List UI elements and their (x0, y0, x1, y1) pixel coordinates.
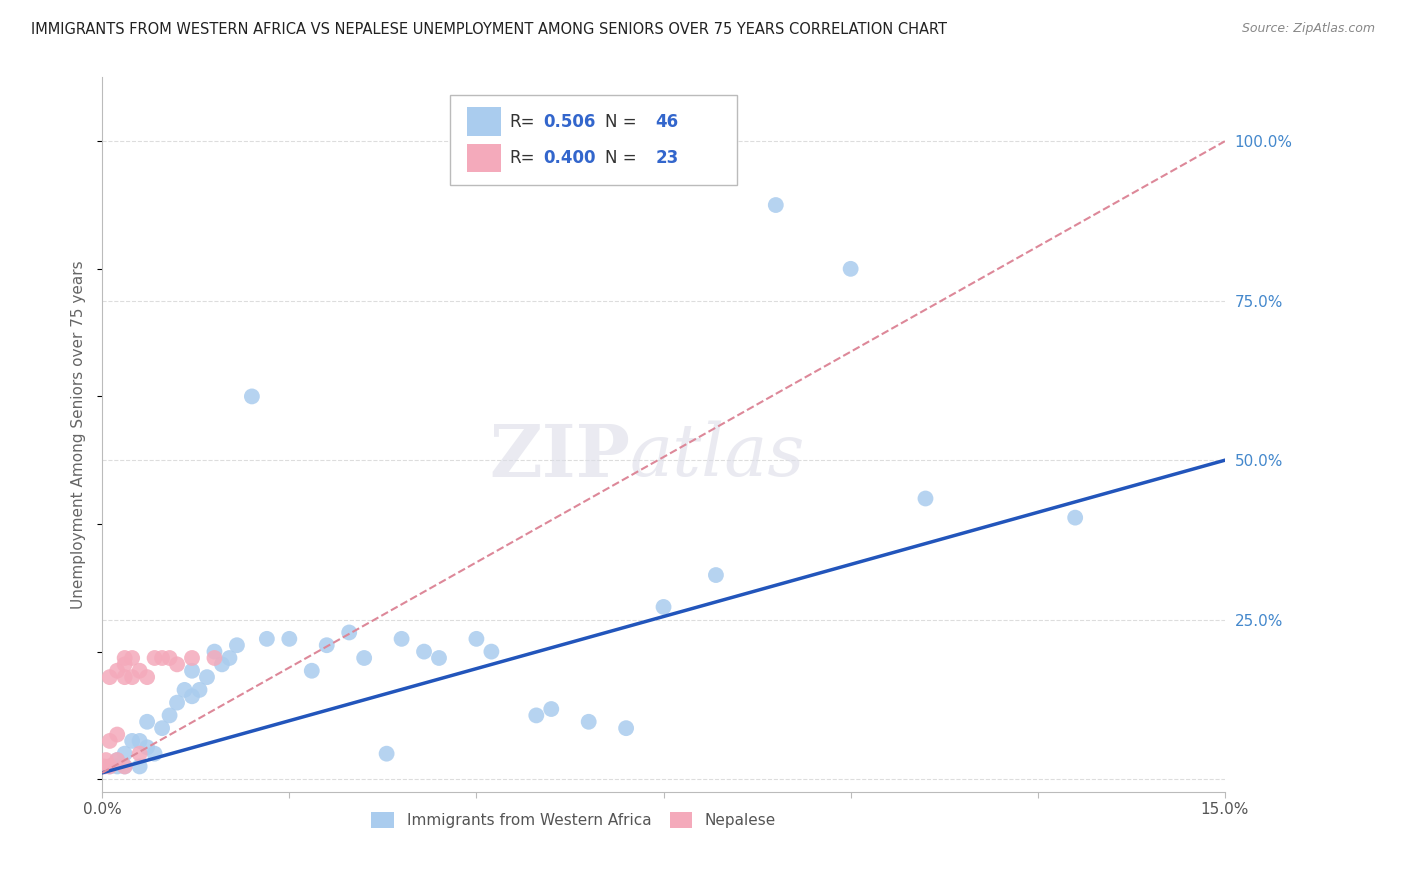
Text: N =: N = (605, 149, 637, 167)
Point (427, 651, 450, 665)
Point (105, 753, 128, 767)
Point (465, 632, 488, 646)
Point (121, 734, 143, 748)
Point (128, 759, 150, 773)
Point (181, 651, 204, 665)
Point (166, 657, 188, 672)
Point (914, 491, 936, 506)
Point (98, 759, 121, 773)
Point (150, 721, 173, 735)
Point (391, 632, 413, 646)
Point (114, 657, 136, 672)
Point (159, 651, 181, 665)
Point (413, 645, 436, 659)
Point (114, 747, 136, 761)
FancyBboxPatch shape (467, 144, 501, 172)
Point (114, 651, 136, 665)
Point (204, 651, 226, 665)
Point (353, 651, 375, 665)
Point (98, 759, 121, 773)
Point (121, 651, 143, 665)
Legend: Immigrants from Western Africa, Nepalese: Immigrants from Western Africa, Nepalese (366, 806, 782, 834)
Point (128, 747, 150, 761)
Point (93, 759, 115, 773)
Text: Source: ZipAtlas.com: Source: ZipAtlas.com (1241, 22, 1375, 36)
Point (1064, 510, 1087, 524)
Text: 0.400: 0.400 (543, 149, 596, 167)
Point (337, 625, 360, 640)
Point (128, 664, 150, 678)
Point (159, 708, 181, 723)
Point (105, 727, 128, 741)
Point (375, 747, 398, 761)
Text: 46: 46 (655, 112, 679, 131)
Text: 0.506: 0.506 (543, 112, 596, 131)
Y-axis label: Unemployment Among Seniors over 75 years: Unemployment Among Seniors over 75 years (72, 260, 86, 609)
Point (204, 645, 226, 659)
Point (136, 740, 159, 755)
Point (578, 714, 600, 729)
Point (98, 734, 121, 748)
Point (114, 670, 136, 684)
Point (136, 670, 159, 684)
Point (479, 645, 502, 659)
Point (540, 702, 562, 716)
Point (143, 747, 166, 761)
Point (114, 759, 136, 773)
Point (211, 657, 233, 672)
FancyBboxPatch shape (467, 107, 501, 136)
Point (256, 632, 278, 646)
Point (315, 638, 337, 652)
FancyBboxPatch shape (450, 95, 737, 185)
Point (301, 664, 323, 678)
Point (188, 682, 211, 697)
Point (173, 682, 195, 697)
Point (105, 664, 128, 678)
Text: ZIP: ZIP (489, 421, 630, 491)
Point (195, 670, 218, 684)
Point (94, 753, 117, 767)
Point (614, 721, 637, 735)
Point (226, 638, 249, 652)
Point (839, 261, 862, 276)
Point (150, 651, 173, 665)
Point (652, 599, 675, 614)
Point (98, 670, 121, 684)
Point (114, 759, 136, 773)
Point (181, 664, 204, 678)
Text: IMMIGRANTS FROM WESTERN AFRICA VS NEPALESE UNEMPLOYMENT AMONG SENIORS OVER 75 YE: IMMIGRANTS FROM WESTERN AFRICA VS NEPALE… (31, 22, 946, 37)
Point (128, 734, 150, 748)
Point (143, 651, 166, 665)
Point (136, 714, 159, 729)
Text: R=: R= (510, 112, 536, 131)
Point (218, 651, 240, 665)
Point (524, 708, 547, 723)
Text: 23: 23 (655, 149, 679, 167)
Point (105, 753, 128, 767)
Point (278, 632, 301, 646)
Point (121, 670, 143, 684)
Text: N =: N = (605, 112, 637, 131)
Point (181, 690, 204, 704)
Text: atlas: atlas (630, 421, 806, 491)
Point (166, 696, 188, 710)
Text: R=: R= (510, 149, 536, 167)
Point (105, 759, 128, 773)
Point (240, 389, 263, 403)
Point (765, 198, 787, 212)
Point (704, 568, 727, 582)
